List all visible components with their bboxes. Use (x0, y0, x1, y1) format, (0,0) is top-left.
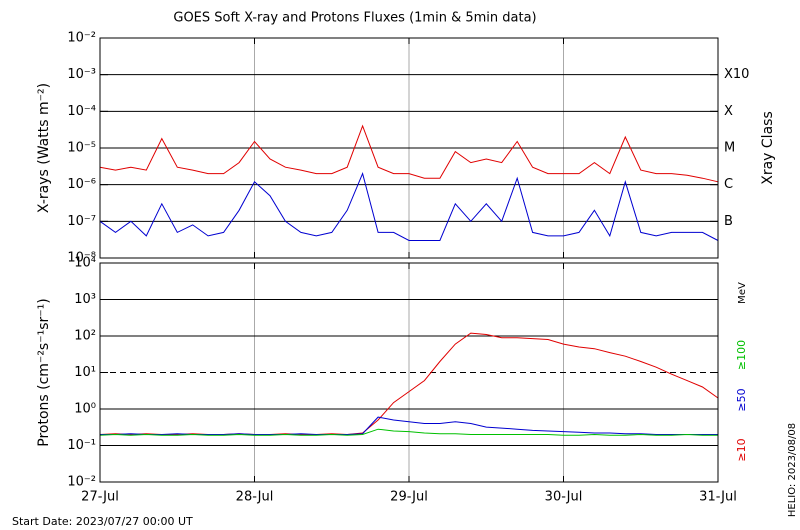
x-tick-label: 28-Jul (236, 490, 274, 505)
class-label: B (724, 214, 733, 229)
start-date: Start Date: 2023/07/27 00:00 UT (12, 515, 193, 528)
y2-axis-label: Xray Class (760, 111, 776, 185)
y-tick-label: 10⁻² (67, 475, 96, 490)
helio-date: HELIO: 2023/08/08 (787, 423, 798, 517)
y-tick-label: 10¹ (74, 365, 96, 380)
plot-frame (99, 37, 719, 259)
legend-entry: ≥10 (735, 438, 748, 461)
y-tick-label: 10⁻⁷ (67, 214, 96, 229)
y2-axis-label: MeV (737, 282, 748, 304)
class-label: X (724, 104, 733, 119)
series-line (100, 416, 718, 435)
y-tick-label: 10⁻² (67, 31, 96, 46)
y-tick-label: 10⁻⁴ (67, 104, 96, 119)
plot-frame (99, 262, 719, 483)
y-tick-label: 10² (74, 329, 96, 344)
class-label: X10 (724, 67, 749, 82)
y-tick-label: 10⁻⁵ (67, 141, 96, 156)
y-tick-label: 10⁴ (74, 256, 96, 271)
series-line (99, 428, 718, 436)
y-tick-label: 10⁻¹ (67, 438, 96, 453)
chart-title: GOES Soft X-ray and Protons Fluxes (1min… (173, 11, 536, 26)
x-tick-label: 30-Jul (545, 490, 583, 505)
y-tick-label: 10⁻⁶ (67, 177, 96, 192)
x-tick-label: 27-Jul (81, 490, 119, 505)
series-line (99, 124, 719, 183)
legend-entry: ≥50 (735, 388, 748, 411)
y-tick-label: 10⁻³ (67, 67, 96, 82)
y-axis-label: X-rays (Watts m⁻²) (36, 83, 52, 213)
y-tick-label: 10³ (74, 292, 96, 307)
legend-entry: ≥100 (735, 340, 748, 370)
series-line (99, 172, 719, 241)
class-label: M (724, 141, 735, 156)
x-tick-label: 29-Jul (390, 490, 428, 505)
y-tick-label: 10⁻⁸ (67, 251, 96, 266)
y-tick-label: 10⁰ (74, 402, 96, 417)
y-axis-label: Protons (cm⁻²s⁻¹sr⁻¹) (36, 298, 52, 447)
class-label: C (724, 177, 733, 192)
x-tick-label: 31-Jul (699, 490, 737, 505)
